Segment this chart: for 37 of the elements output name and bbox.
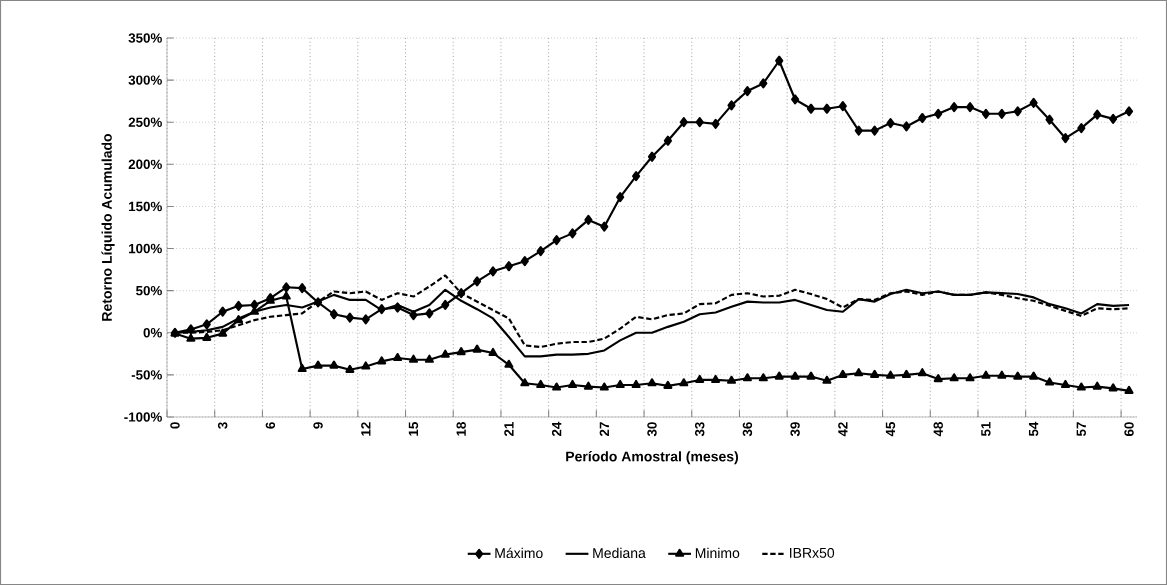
x-tick-label: 42 (838, 422, 848, 437)
x-tick-label: 54 (1028, 421, 1039, 437)
x-tick-label: 24 (551, 421, 562, 437)
x-tick-label: 9 (313, 422, 323, 429)
x-tick-label: 3 (217, 422, 228, 429)
legend-label: Minimo (695, 547, 740, 559)
y-tick-label: -100% (124, 412, 162, 422)
x-tick-label: 60 (1124, 422, 1134, 437)
x-axis-title: Período Amostral (meses) (566, 451, 739, 465)
x-tick-label: 15 (408, 422, 419, 436)
y-tick-label: 100% (129, 243, 162, 254)
x-tick-label: 0 (170, 422, 180, 429)
y-tick-label: 150% (129, 201, 162, 212)
x-tick-label: 48 (933, 422, 943, 437)
x-tick-label: 45 (885, 422, 896, 437)
x-tick-label: 51 (981, 422, 991, 437)
x-tick-label: 30 (647, 422, 657, 437)
y-tick-label: 50% (136, 285, 162, 296)
y-tick-label: -50% (131, 370, 162, 380)
x-tick-label: 57 (1076, 422, 1086, 437)
legend-label: Mediana (593, 547, 646, 559)
x-tick-label: 21 (504, 422, 514, 437)
x-tick-label: 39 (790, 422, 800, 437)
y-axis-title: Retorno Líquido Acumulado (101, 133, 115, 321)
x-tick-label: 12 (361, 422, 371, 436)
legend-label: Máximo (495, 547, 543, 559)
x-tick-label: 33 (694, 422, 705, 437)
x-tick-label: 18 (456, 422, 466, 436)
legend-label: IBRx50 (790, 547, 835, 558)
y-tick-label: 0% (143, 328, 162, 338)
y-tick-label: 200% (128, 159, 162, 170)
x-tick-label: 27 (599, 422, 609, 437)
y-tick-label: 350% (128, 33, 162, 43)
y-tick-label: 250% (128, 117, 162, 127)
x-tick-label: 6 (265, 422, 276, 429)
y-tick-label: 300% (128, 75, 162, 85)
x-tick-label: 36 (742, 422, 753, 437)
